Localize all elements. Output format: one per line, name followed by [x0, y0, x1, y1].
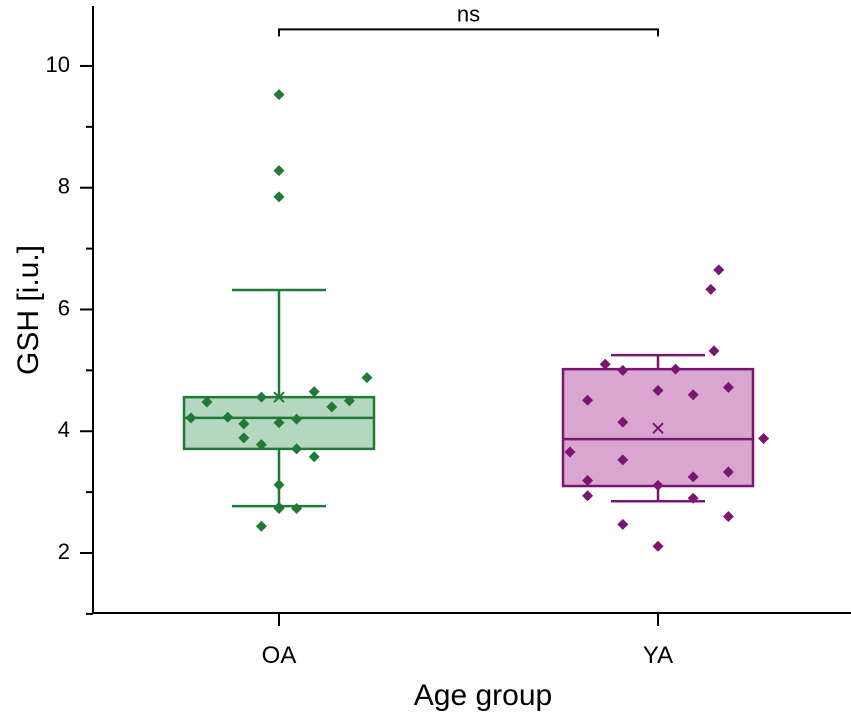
data-point [758, 433, 770, 445]
y-tick-label: 2 [58, 539, 70, 564]
x-axis-ticks: OA YA [262, 613, 673, 669]
data-point [185, 412, 197, 424]
data-point [201, 396, 213, 408]
data-point [708, 345, 720, 357]
y-tick-label: 10 [46, 52, 70, 77]
y-axis-title: GSH [i.u.] [12, 245, 45, 375]
y-tick-label: 6 [58, 295, 70, 320]
data-point [705, 283, 717, 295]
data-point [255, 391, 267, 403]
data-point [617, 416, 629, 428]
data-point [652, 384, 664, 396]
data-point [238, 432, 250, 444]
data-point [255, 439, 267, 451]
data-point [582, 394, 594, 406]
mean-marker [652, 422, 664, 434]
box-group-oa [182, 89, 376, 532]
data-point [326, 401, 338, 413]
data-point [273, 501, 285, 513]
plot-area [182, 89, 770, 552]
data-point [343, 395, 355, 407]
data-point [617, 364, 629, 376]
data-point [722, 381, 734, 393]
data-point [291, 443, 303, 455]
y-tick-label: 4 [58, 417, 70, 442]
data-point [713, 264, 725, 276]
data-point [273, 479, 285, 491]
data-point [652, 540, 664, 552]
data-point [238, 418, 250, 430]
data-point [722, 466, 734, 478]
data-point [291, 413, 303, 425]
x-tick-label: YA [643, 642, 673, 669]
x-axis-title: Age group [414, 679, 552, 712]
data-point [222, 411, 234, 423]
data-point [273, 165, 285, 177]
significance-bracket: ns [278, 1, 659, 37]
data-point [687, 471, 699, 483]
mean-marker-stroke [652, 422, 664, 434]
y-axis-ticks: 2 4 6 8 10 [46, 52, 93, 615]
data-point [687, 389, 699, 401]
data-point [582, 475, 594, 487]
data-point [361, 372, 373, 384]
data-point [255, 520, 267, 532]
data-point [308, 386, 320, 398]
mean-marker-stroke [273, 391, 285, 403]
data-point [582, 490, 594, 502]
data-point [617, 454, 629, 466]
x-tick-label: OA [262, 642, 297, 669]
data-point [722, 510, 734, 522]
significance-bracket-line [278, 28, 659, 37]
y-tick-label: 8 [58, 174, 70, 199]
data-point [308, 451, 320, 463]
data-point [291, 503, 303, 515]
data-point [273, 89, 285, 101]
data-point [652, 479, 664, 491]
mean-marker [273, 391, 285, 403]
data-point [599, 358, 611, 370]
data-point [687, 492, 699, 504]
data-point [273, 417, 285, 429]
data-point [273, 191, 285, 203]
data-point [564, 446, 576, 458]
data-point [670, 363, 682, 375]
box-group-ya [561, 264, 770, 552]
significance-label: ns [457, 1, 480, 26]
data-point [617, 518, 629, 530]
